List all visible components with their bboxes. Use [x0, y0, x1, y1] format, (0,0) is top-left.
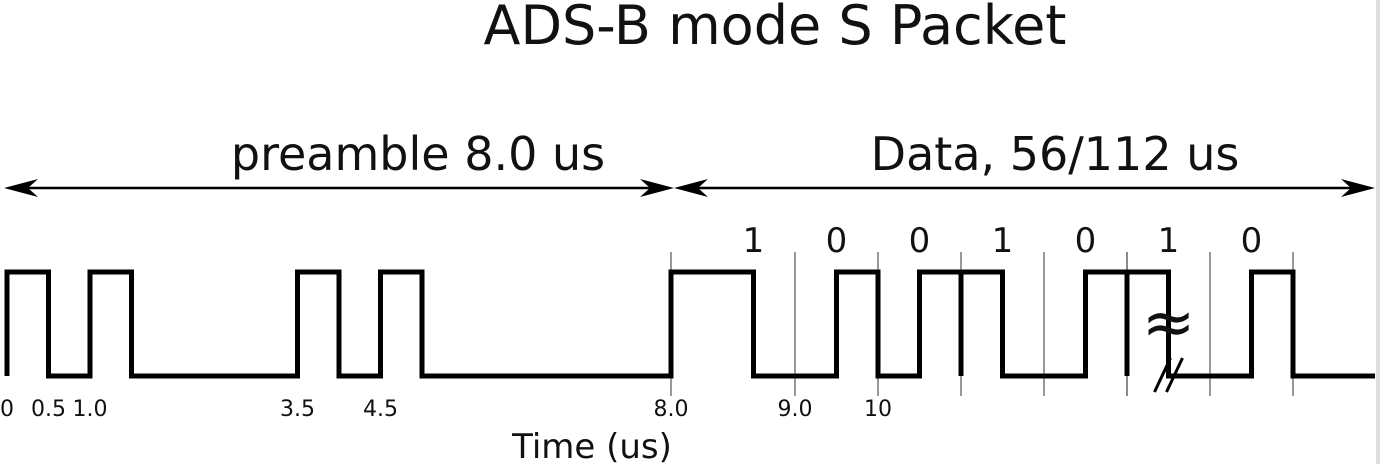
time-break-symbol: ≈ — [1142, 286, 1196, 360]
tick-label: 4.5 — [363, 397, 398, 422]
bit-label: 0 — [1075, 221, 1097, 261]
tick-label: 3.5 — [280, 397, 315, 422]
tick-label: 0 — [0, 397, 14, 422]
bit-label: 0 — [1241, 221, 1263, 261]
tick-label: 9.0 — [778, 397, 813, 422]
preamble-arrow-head-left — [4, 179, 38, 197]
bit-label: 0 — [826, 221, 848, 261]
bit-label: 1 — [743, 221, 765, 261]
data-arrow-head-right — [1341, 179, 1375, 197]
data-label: Data, 56/112 us — [871, 127, 1240, 181]
tick-label: 10 — [864, 397, 892, 422]
bit-label: 1 — [992, 221, 1014, 261]
right-edge-border — [1376, 0, 1380, 464]
diagram-title: ADS-B mode S Packet — [484, 0, 1067, 57]
bit-labels: 1 0 0 1 0 1 0 — [743, 221, 1263, 261]
axis-break-marks — [1153, 357, 1184, 393]
bit-label: 0 — [909, 221, 931, 261]
tick-label: 0.5 — [31, 397, 66, 422]
preamble-label: preamble 8.0 us — [231, 127, 605, 181]
tick-label: 1.0 — [73, 397, 108, 422]
data-span-arrow — [674, 179, 1375, 197]
preamble-arrow-head-right — [640, 179, 674, 197]
time-tick-labels: 0 0.5 1.0 3.5 4.5 8.0 9.0 10 — [0, 397, 892, 422]
data-arrow-head-left — [674, 179, 708, 197]
preamble-span-arrow — [4, 179, 674, 197]
bit-label: 1 — [1158, 221, 1180, 261]
pulse-waveform — [4, 269, 1375, 379]
x-axis-label: Time (us) — [511, 427, 672, 464]
tick-label: 8.0 — [654, 397, 689, 422]
break-slash — [1153, 357, 1172, 393]
break-slash — [1165, 357, 1184, 393]
